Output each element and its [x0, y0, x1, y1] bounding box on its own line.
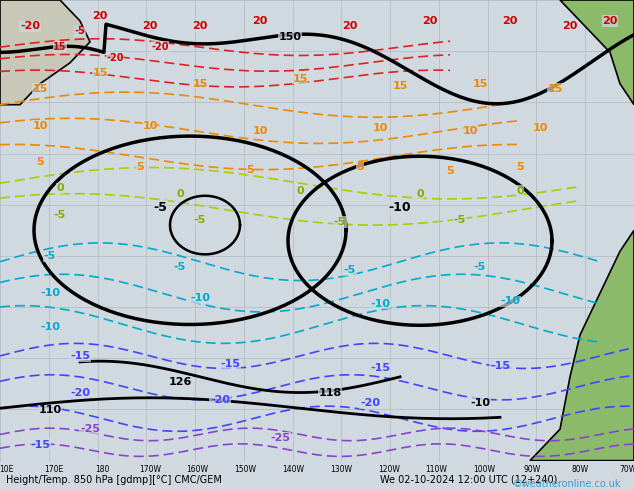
Polygon shape: [560, 0, 634, 105]
Text: -10: -10: [370, 298, 390, 309]
Text: 5: 5: [36, 157, 44, 167]
Text: 5: 5: [446, 166, 454, 175]
Text: -15: -15: [220, 359, 240, 369]
Text: -10: -10: [389, 201, 411, 214]
Text: 0: 0: [516, 186, 524, 196]
Text: -20: -20: [360, 398, 380, 408]
Text: 20: 20: [142, 21, 158, 31]
Text: -20: -20: [210, 395, 230, 405]
Text: 150: 150: [278, 32, 302, 42]
Text: 15: 15: [192, 79, 208, 89]
Text: 118: 118: [318, 388, 342, 397]
Text: -20: -20: [20, 21, 40, 31]
Text: 110: 110: [39, 405, 61, 416]
Text: 10: 10: [252, 126, 268, 136]
Text: -5: -5: [75, 26, 86, 36]
Text: 15: 15: [292, 74, 307, 83]
Polygon shape: [0, 0, 90, 105]
Text: 10: 10: [32, 121, 48, 131]
Text: 20: 20: [252, 16, 268, 26]
Text: 10: 10: [462, 126, 477, 136]
Text: 100W: 100W: [473, 465, 495, 474]
Text: 5: 5: [136, 163, 144, 172]
Text: -10: -10: [40, 321, 60, 332]
Text: 15: 15: [547, 84, 563, 94]
Text: 140W: 140W: [282, 465, 304, 474]
Text: 15: 15: [93, 68, 108, 78]
Text: -5: -5: [344, 265, 356, 275]
Text: -5: -5: [334, 217, 346, 227]
Text: 0: 0: [296, 186, 304, 196]
Text: -25: -25: [270, 433, 290, 442]
Text: -5: -5: [474, 262, 486, 272]
Text: 20: 20: [192, 21, 208, 31]
Text: 10: 10: [372, 122, 387, 133]
Text: 90W: 90W: [524, 465, 541, 474]
Text: -10: -10: [190, 294, 210, 303]
Text: -15: -15: [490, 362, 510, 371]
Text: 15: 15: [32, 84, 48, 94]
Text: -15: -15: [370, 364, 390, 373]
Text: 120W: 120W: [378, 465, 399, 474]
Text: 5: 5: [246, 165, 254, 174]
Text: 170W: 170W: [139, 465, 161, 474]
Text: -5: -5: [174, 262, 186, 272]
Text: 10E: 10E: [0, 465, 13, 474]
Text: 15: 15: [53, 42, 67, 52]
Text: 0: 0: [176, 189, 184, 198]
Text: 180: 180: [94, 465, 109, 474]
Text: 15: 15: [472, 79, 488, 89]
Text: 70W: 70W: [619, 465, 634, 474]
Text: 0: 0: [56, 183, 64, 194]
Text: 170E: 170E: [44, 465, 64, 474]
Text: Height/Temp. 850 hPa [gdmp][°C] CMC/GEM: Height/Temp. 850 hPa [gdmp][°C] CMC/GEM: [6, 475, 222, 485]
Text: 20: 20: [93, 11, 108, 21]
Text: -5: -5: [194, 215, 206, 225]
Text: 126: 126: [168, 377, 191, 387]
Text: -10: -10: [40, 288, 60, 298]
Text: -25: -25: [80, 424, 100, 434]
Text: 15: 15: [392, 81, 408, 91]
Text: 20: 20: [602, 16, 618, 26]
Text: ©weatheronline.co.uk: ©weatheronline.co.uk: [513, 479, 621, 489]
Text: 5: 5: [516, 163, 524, 172]
Text: 20: 20: [342, 21, 358, 31]
Text: -15: -15: [30, 440, 50, 450]
Text: 150W: 150W: [235, 465, 256, 474]
Text: -10: -10: [470, 398, 490, 408]
Text: 160W: 160W: [186, 465, 209, 474]
Text: 0: 0: [416, 189, 424, 198]
Text: -20: -20: [152, 42, 169, 52]
Text: 10: 10: [142, 121, 158, 131]
Text: -5: -5: [54, 210, 66, 220]
Text: -15: -15: [70, 351, 90, 361]
Text: -5: -5: [153, 201, 167, 214]
Polygon shape: [530, 230, 634, 461]
Text: 130W: 130W: [330, 465, 352, 474]
Text: 20: 20: [562, 21, 578, 31]
Text: -5: -5: [44, 251, 56, 262]
Text: 20: 20: [502, 16, 518, 26]
Text: 80W: 80W: [571, 465, 588, 474]
Text: 20: 20: [422, 16, 437, 26]
Text: 10: 10: [533, 122, 548, 133]
Text: 5: 5: [356, 163, 364, 172]
Text: 110W: 110W: [425, 465, 448, 474]
Text: -20: -20: [70, 388, 90, 397]
Text: We 02-10-2024 12:00 UTC (12+240): We 02-10-2024 12:00 UTC (12+240): [380, 475, 558, 485]
Text: -20: -20: [107, 52, 124, 63]
Text: -5: -5: [454, 215, 466, 225]
Text: -10: -10: [500, 296, 520, 306]
